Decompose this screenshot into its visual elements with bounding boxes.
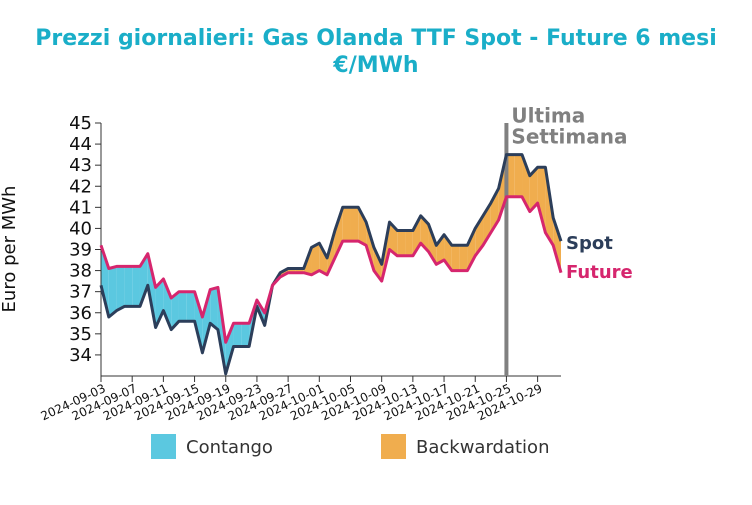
backwardation-fill bbox=[420, 215, 429, 252]
contango-fill bbox=[171, 291, 179, 330]
legend-label: Contango bbox=[186, 437, 273, 458]
y-tick-label: 44 bbox=[69, 134, 92, 155]
backwardation-fill bbox=[405, 230, 413, 256]
legend-label: Backwardation bbox=[416, 437, 549, 458]
series-label: Future bbox=[566, 262, 633, 283]
backwardation-fill bbox=[514, 154, 523, 197]
contango-fill bbox=[132, 266, 140, 307]
contango-fill bbox=[186, 291, 195, 322]
backwardation-fill bbox=[350, 207, 359, 242]
y-tick-label: 42 bbox=[69, 176, 92, 197]
backwardation-fill bbox=[537, 167, 546, 233]
legend-swatch bbox=[381, 434, 406, 459]
y-tick-label: 40 bbox=[69, 218, 92, 239]
contango-fill bbox=[241, 323, 250, 347]
legend-swatch bbox=[151, 434, 176, 459]
backwardation-fill bbox=[358, 207, 367, 246]
y-tick-label: 34 bbox=[69, 345, 92, 366]
series-line bbox=[99, 195, 563, 344]
y-tick-label: 45 bbox=[69, 113, 92, 134]
y-tick-label: 37 bbox=[69, 282, 92, 303]
contango-fill bbox=[124, 266, 133, 307]
contango-fill bbox=[163, 279, 172, 330]
y-tick-label: 43 bbox=[69, 155, 92, 176]
y-tick-label: 41 bbox=[69, 197, 92, 218]
annotation: Ultima bbox=[511, 104, 585, 128]
backwardation-fill bbox=[342, 207, 351, 242]
contango-fill bbox=[202, 289, 211, 353]
backwardation-fill bbox=[436, 234, 445, 265]
backwardation-fill bbox=[311, 243, 320, 275]
backwardation-fill bbox=[451, 245, 460, 271]
y-tick-label: 38 bbox=[69, 261, 92, 282]
contango-fill bbox=[210, 287, 218, 330]
chart-subtitle: €/MWh bbox=[332, 53, 418, 78]
backwardation-fill bbox=[397, 230, 406, 256]
annotation: Settimana bbox=[511, 125, 627, 149]
contango-fill bbox=[225, 323, 234, 374]
y-tick-label: 35 bbox=[69, 324, 92, 345]
backwardation-fill bbox=[467, 228, 476, 271]
contango-fill bbox=[139, 253, 148, 307]
contango-fill bbox=[194, 291, 203, 353]
backwardation-fill bbox=[459, 245, 468, 271]
series-line bbox=[99, 153, 563, 376]
contango-fill bbox=[155, 279, 164, 328]
y-tick-label: 36 bbox=[69, 303, 92, 324]
contango-fill bbox=[178, 291, 187, 322]
backwardation-fill bbox=[529, 167, 538, 212]
backwardation-fill bbox=[553, 217, 561, 273]
chart-title: Prezzi giornalieri: Gas Olanda TTF Spot … bbox=[35, 26, 717, 51]
y-tick-label: 39 bbox=[69, 240, 92, 261]
backwardation-fill bbox=[319, 243, 328, 275]
backwardation-fill bbox=[366, 222, 374, 271]
contango-fill bbox=[233, 323, 242, 347]
contango-fill bbox=[116, 266, 125, 311]
y-axis-label: Euro per MWh bbox=[0, 186, 20, 313]
contango-fill bbox=[108, 266, 117, 317]
series-label: Spot bbox=[566, 233, 613, 254]
